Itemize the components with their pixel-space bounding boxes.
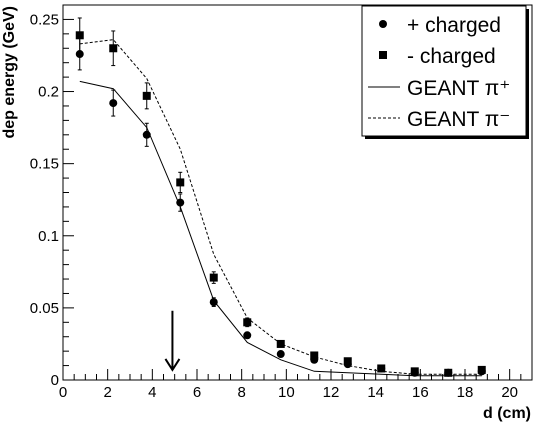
minus-charged-point (444, 368, 453, 377)
arrow-head (164, 358, 181, 372)
x-tick-label: 18 (457, 384, 474, 401)
x-axis-label: d (cm) (483, 405, 531, 422)
minus-charged-point (243, 318, 252, 327)
minus-charged-point (276, 339, 285, 348)
minus-charged-point (410, 367, 419, 376)
annotations (164, 310, 181, 372)
plus-charged-point (276, 350, 285, 359)
plus-charged-point (75, 50, 84, 59)
plus-charged-point (142, 130, 151, 139)
legend-box (361, 5, 527, 137)
plus-charged-point (209, 298, 218, 307)
x-tick-label: 4 (148, 384, 156, 401)
legend-circle-marker (379, 20, 387, 28)
plus-charged-point (109, 99, 118, 108)
legend-entry-label: GEANT π⁺ (407, 77, 510, 100)
minus-charged-point (75, 31, 84, 40)
minus-charged-point (209, 273, 218, 282)
y-tick-label: 0.15 (30, 156, 59, 173)
minus-charged-point (109, 44, 118, 53)
y-tick-label: 0.25 (30, 11, 59, 28)
minus-charged-point (477, 365, 486, 374)
minus-charged-point (142, 91, 151, 100)
y-tick-label: 0 (51, 372, 59, 389)
legend: + charged - charged GEANT π⁺ GEANT π⁻ (361, 5, 529, 139)
legend-square-marker (379, 51, 387, 59)
y-tick-label: 0.05 (30, 300, 59, 317)
plus-charged-point (176, 198, 185, 207)
minus-charged-point (343, 357, 352, 366)
y-tick-label: 0.1 (38, 228, 59, 245)
minus-charged-point (310, 351, 319, 360)
minus-charged-point (176, 178, 185, 187)
y-tick-label: 0.2 (38, 84, 59, 101)
legend-entry-label: - charged (407, 45, 496, 68)
legend-entry-label: GEANT π⁻ (407, 108, 510, 131)
legend-entry-label: + charged (407, 14, 501, 37)
x-tick-label: 10 (278, 384, 295, 401)
x-tick-label: 20 (501, 384, 518, 401)
x-tick-label: 16 (412, 384, 429, 401)
x-tick-label: 14 (367, 384, 384, 401)
plus-charged-point (243, 331, 252, 340)
axis-ticks: 0 2 4 6 8 10 12 14 16 18 20 0 0.05 0.1 0.15 0.2 0.25 (30, 4, 533, 401)
minus-charged-point (377, 364, 386, 373)
y-axis-label: dep energy (GeV) (1, 6, 18, 138)
measured-points (75, 17, 486, 377)
x-tick-label: 6 (193, 384, 201, 401)
x-tick-label: 2 (103, 384, 111, 401)
x-tick-label: 0 (59, 384, 67, 401)
x-tick-label: 8 (237, 384, 245, 401)
x-tick-label: 12 (323, 384, 340, 401)
